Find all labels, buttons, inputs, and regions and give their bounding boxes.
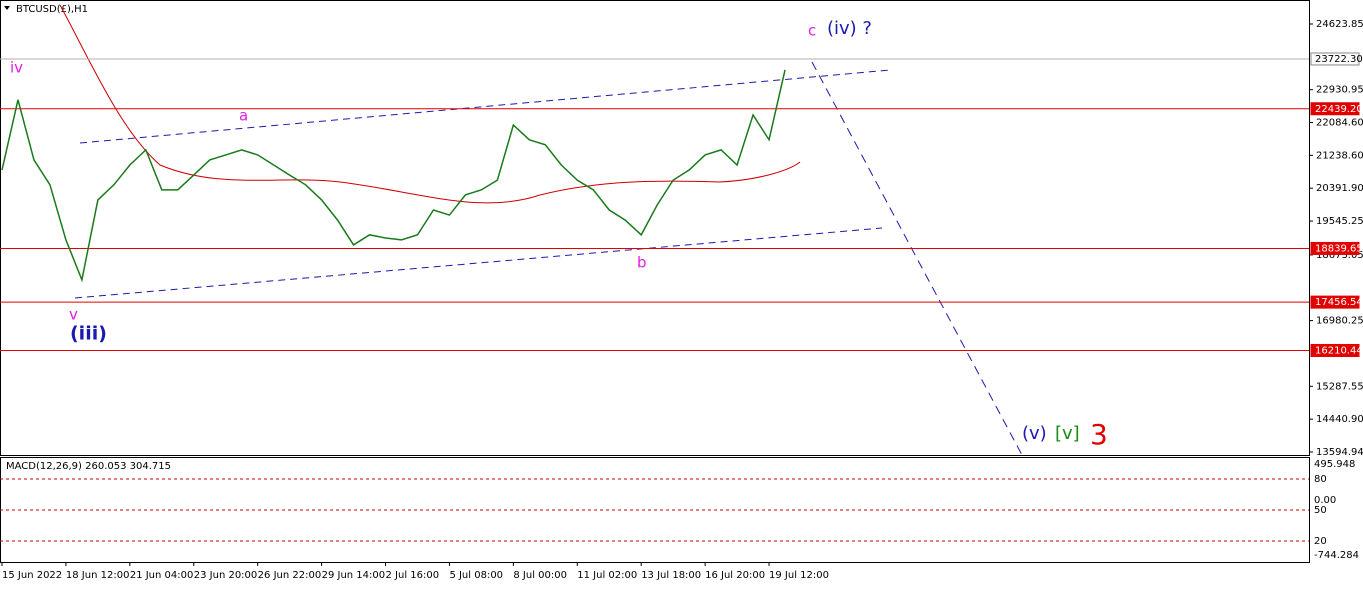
main-frame bbox=[0, 0, 1310, 456]
x-tick-label: 16 Jul 20:00 bbox=[705, 570, 765, 581]
y-tick-label: 16980.25 bbox=[1316, 316, 1363, 327]
y-tick-label: 14440.90 bbox=[1316, 414, 1363, 425]
trend-line bbox=[74, 227, 883, 299]
y-tick-label: 18673.05 bbox=[1316, 250, 1363, 261]
x-tick-label: 13 Jul 18:00 bbox=[641, 570, 701, 581]
y-tick-label: 20391.90 bbox=[1316, 183, 1363, 194]
level-label-box bbox=[1310, 241, 1360, 255]
y-tick-label: 15287.55 bbox=[1316, 381, 1363, 392]
wave-label: b bbox=[637, 254, 647, 272]
x-tick-label: 18 Jun 12:00 bbox=[66, 570, 130, 581]
level-label-box bbox=[1310, 102, 1360, 116]
x-tick-label: 26 Jun 22:00 bbox=[258, 570, 322, 581]
y-tick-label: 22930.95 bbox=[1316, 85, 1363, 96]
y-tick-label: 21238.60 bbox=[1316, 150, 1363, 161]
wave-label: (iii) bbox=[70, 323, 107, 345]
x-tick-label: 8 Jul 00:00 bbox=[513, 570, 567, 581]
wave-label: (iv) ? bbox=[827, 18, 872, 39]
level-label-box bbox=[1310, 295, 1360, 309]
level-label: 22439.20 bbox=[1315, 104, 1363, 115]
level-label: 18839.65 bbox=[1315, 243, 1363, 254]
projection-line bbox=[811, 61, 1023, 456]
wave-label: v bbox=[69, 306, 78, 324]
wave-label: c bbox=[808, 22, 816, 40]
macd-tick-label: 20 bbox=[1314, 536, 1327, 547]
macd-tick-label: 80 bbox=[1314, 474, 1327, 485]
y-tick-label: 24623.85 bbox=[1316, 19, 1363, 30]
x-tick-label: 19 Jul 12:00 bbox=[769, 570, 829, 581]
moving-average bbox=[59, 4, 801, 204]
macd-tick-label: 0.00 bbox=[1314, 495, 1336, 506]
wave-label: 3 bbox=[1090, 418, 1108, 451]
y-tick-label: 13594.94 bbox=[1316, 447, 1363, 458]
x-tick-label: 23 Jun 20:00 bbox=[194, 570, 258, 581]
macd-tick-label: -744.284 bbox=[1314, 550, 1359, 561]
y-tick-label: 22084.60 bbox=[1316, 118, 1363, 129]
level-label-box bbox=[1310, 52, 1360, 66]
title-arrow bbox=[4, 6, 10, 10]
level-label: 23722.30 bbox=[1315, 54, 1363, 65]
level-label-box bbox=[1310, 343, 1360, 357]
macd-title: MACD(12,26,9) 260.053 304.715 bbox=[6, 461, 171, 472]
wave-label: [v] bbox=[1055, 423, 1080, 444]
x-tick-label: 15 Jun 2022 bbox=[2, 570, 62, 581]
level-label: 17456.54 bbox=[1315, 297, 1363, 308]
price-line bbox=[1, 69, 786, 283]
y-tick-label: 19545.25 bbox=[1316, 216, 1363, 227]
x-tick-label: 21 Jun 04:00 bbox=[130, 570, 194, 581]
wave-label: (v) bbox=[1022, 423, 1047, 444]
chart-title: BTCUSD(£),H1 bbox=[16, 4, 88, 15]
x-tick-label: 11 Jul 02:00 bbox=[577, 570, 637, 581]
x-tick-label: 2 Jul 16:00 bbox=[386, 570, 440, 581]
level-label: 16210.44 bbox=[1315, 345, 1363, 356]
wave-label: a bbox=[239, 107, 248, 125]
x-tick-label: 29 Jun 14:00 bbox=[322, 570, 386, 581]
macd-tick-label: 495.948 bbox=[1314, 459, 1355, 470]
trend-line bbox=[79, 69, 891, 144]
x-tick-label: 5 Jul 08:00 bbox=[449, 570, 503, 581]
wave-label: iv bbox=[10, 59, 23, 77]
macd-tick-label: 50 bbox=[1314, 505, 1327, 516]
